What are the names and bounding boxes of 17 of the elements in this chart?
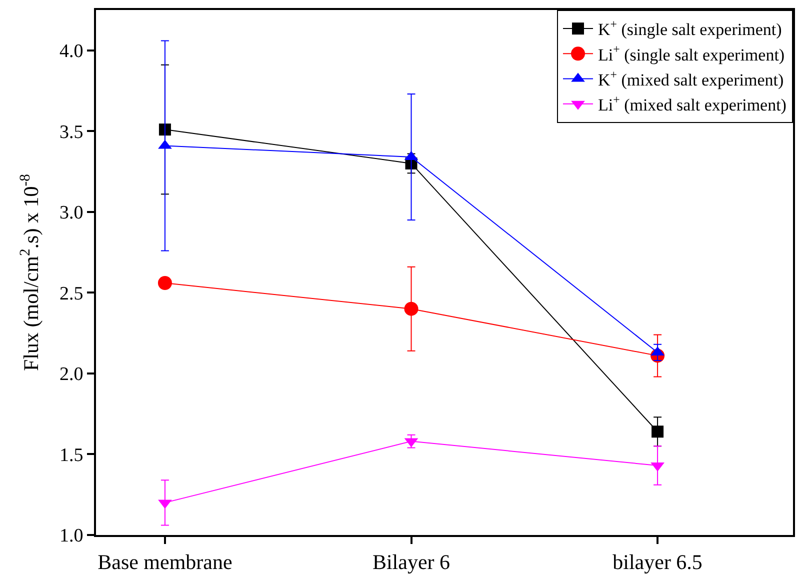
- y-tick-label: 1.0: [59, 526, 84, 547]
- point: [404, 302, 418, 316]
- point: [158, 276, 172, 290]
- y-tick-label: 4.0: [59, 41, 84, 62]
- legend-label: Li$^{+}$ (single salt experiment): [598, 42, 785, 64]
- y-tick-label: 2.0: [59, 364, 84, 386]
- legend-label: K$^{+}$ (mixed salt experiment): [598, 67, 784, 90]
- x-tick-label: bilayer 6.5: [612, 550, 702, 574]
- legend-label: K$^{+}$ (single salt experiment): [598, 17, 782, 40]
- y-tick-label: 2.5: [59, 283, 84, 304]
- legend-label: Li$^{+}$ (mixed salt experiment): [598, 92, 786, 114]
- x-tick-label: Base membrane: [98, 550, 232, 574]
- point: [652, 426, 664, 438]
- y-tick-label: 1.5: [59, 444, 84, 466]
- y-tick-label: 3.5: [59, 122, 84, 143]
- x-tick-label: Bilayer 6: [372, 550, 450, 574]
- y-tick-label: 3.0: [59, 202, 84, 224]
